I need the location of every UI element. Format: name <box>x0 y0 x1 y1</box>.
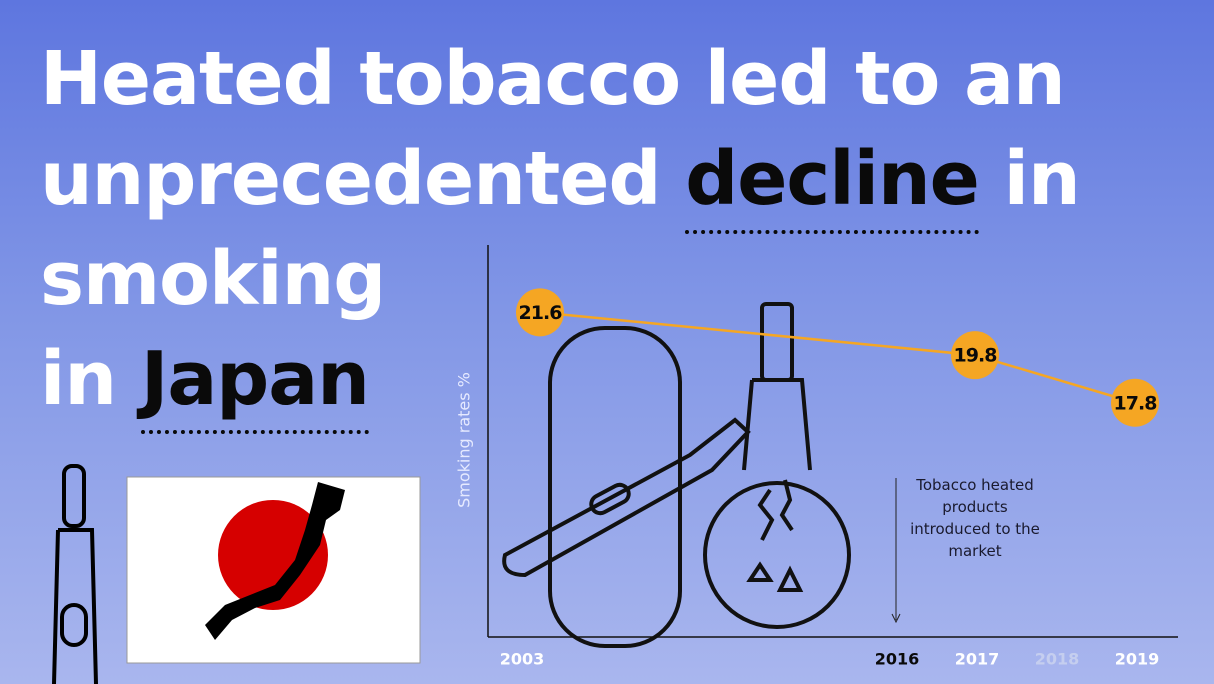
x-tick-label: 2003 <box>500 650 545 669</box>
annotation: Tobacco heated products introduced to th… <box>910 476 1040 560</box>
title-text: in <box>40 336 117 422</box>
line-segment <box>974 353 1136 404</box>
title-line: smoking <box>40 242 386 316</box>
title-line: Heated tobacco led to an <box>40 42 1066 116</box>
title-highlight: Japan <box>140 336 370 434</box>
device-icon <box>52 464 98 684</box>
x-tick-label: 2017 <box>955 650 1000 669</box>
point <box>1111 378 1159 427</box>
data-label: 19.8 <box>954 345 998 367</box>
title-line: unprecedented decline in <box>40 136 1081 234</box>
x-tick-label: 2016 <box>875 650 920 669</box>
flag-sun <box>218 500 328 610</box>
data-label: 21.6 <box>519 302 563 324</box>
title-text: smoking <box>40 236 386 322</box>
line-segment <box>539 311 976 357</box>
x-tick-label: 2018 <box>1035 650 1080 669</box>
illustration <box>502 302 851 648</box>
annotation-arrowhead <box>891 613 901 624</box>
japan-map <box>205 482 345 640</box>
title-text: in <box>1003 136 1081 222</box>
point <box>516 288 564 337</box>
data-label: 17.8 <box>1114 392 1158 414</box>
title-highlight: decline <box>685 136 980 234</box>
title-text: unprecedented <box>40 136 661 222</box>
title-line: in Japan <box>40 336 370 434</box>
title-text: Heated tobacco led to an <box>40 36 1066 122</box>
y-axis-label: Smoking rates % <box>455 372 474 508</box>
x-tick-label: 2019 <box>1115 650 1160 669</box>
point <box>951 331 999 380</box>
